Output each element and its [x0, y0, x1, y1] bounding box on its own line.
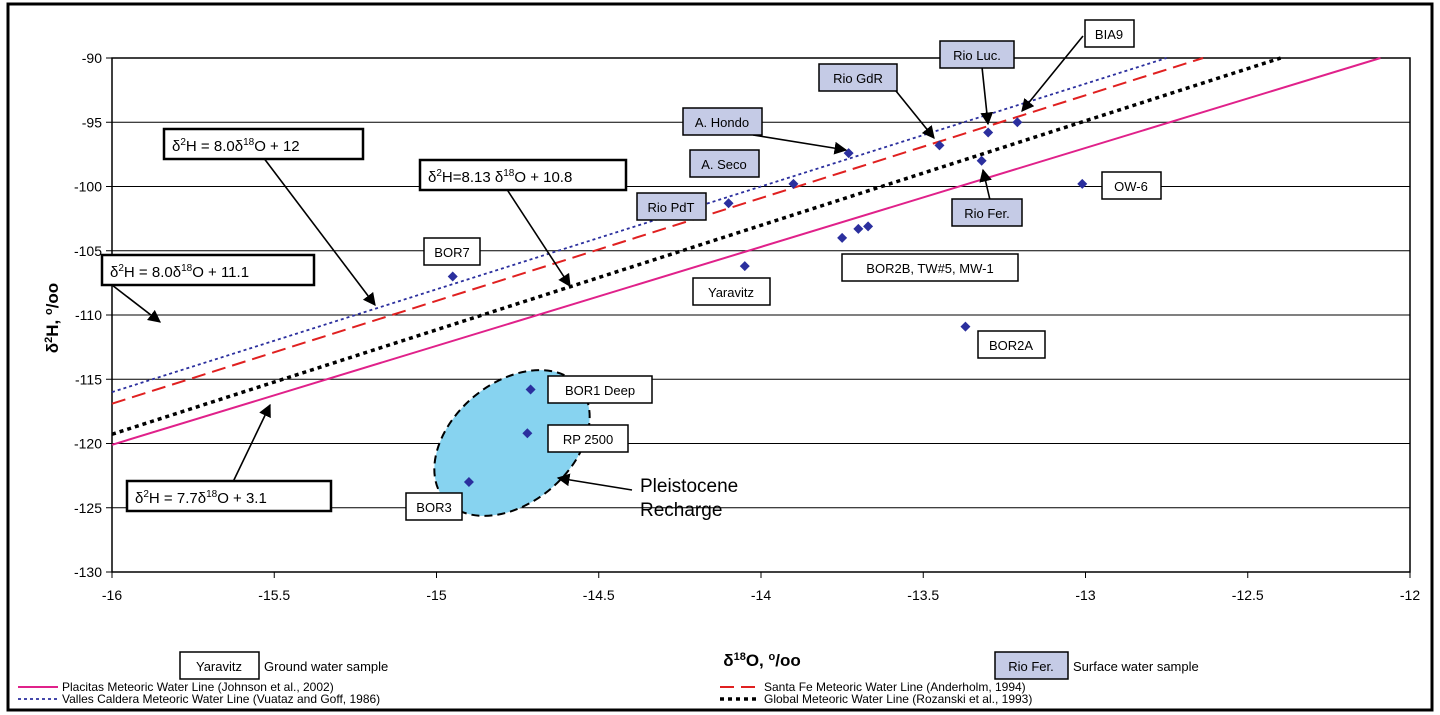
label-bor3: BOR3	[416, 500, 451, 515]
data-point	[463, 477, 474, 488]
arrow-bia9	[1021, 35, 1084, 112]
y-tick-label: -90	[82, 50, 102, 66]
equation-12: δ2H = 8.0δ18O + 12	[172, 137, 300, 155]
sample-key: Yaravitz Ground water sample Rio Fer. Su…	[179, 651, 1199, 680]
line-series-2	[111, 57, 1204, 405]
key-ground-box-label: Yaravitz	[196, 659, 242, 674]
data-point	[525, 384, 536, 395]
y-tick-label: -130	[74, 564, 102, 580]
surface-water-labels: A. Hondo A. Seco Rio PdT Rio GdR Rio Luc…	[636, 19, 1135, 227]
x-tick-label: -13	[1075, 587, 1095, 603]
x-tick-label: -13.5	[907, 587, 939, 603]
y-tick-label: -110	[75, 307, 102, 323]
data-point	[983, 127, 994, 138]
equation-108: δ2H=8.13 δ18O + 10.8	[428, 168, 572, 186]
equation-labels: δ2H = 8.0δ18O + 12 δ2H=8.13 δ18O + 10.8 …	[100, 127, 628, 513]
y-tick-label: -95	[82, 114, 102, 130]
label-bia9: BIA9	[1095, 27, 1123, 42]
label-bor7: BOR7	[434, 245, 469, 260]
y-tick-label: -100	[74, 179, 102, 195]
y-tick-label: -120	[74, 436, 102, 452]
x-tick-label: -16	[102, 587, 122, 603]
recharge-label-line1: Pleistocene	[640, 476, 738, 497]
data-points	[447, 117, 1088, 488]
x-tick-label: -14.5	[583, 587, 615, 603]
data-point	[934, 140, 945, 151]
x-tick-label: -14	[751, 587, 771, 603]
label-rio-gdr: Rio GdR	[833, 71, 883, 86]
x-axis-ticks: -16 -15.5 -15 -14.5 -14 -13.5 -13 -12.5 -12	[102, 572, 1420, 603]
legend-label: Santa Fe Meteoric Water Line (Anderholm,…	[764, 680, 1026, 694]
arrow-gdr	[895, 90, 935, 139]
arrow-eq108	[505, 187, 571, 288]
data-point	[788, 178, 799, 189]
label-rio-fer: Rio Fer.	[964, 206, 1010, 221]
data-point	[723, 198, 734, 209]
arrow-eq111	[111, 284, 162, 323]
legend: Placitas Meteoric Water Line (Johnson et…	[18, 680, 1032, 706]
data-point	[1077, 178, 1088, 189]
arrow-fer	[979, 168, 992, 201]
label-rp2500: RP 2500	[563, 432, 613, 447]
legend-label: Valles Caldera Meteoric Water Line (Vuat…	[62, 692, 380, 706]
line-series-0	[111, 57, 1381, 446]
x-tick-label: -12.5	[1232, 587, 1264, 603]
label-ow6: OW-6	[1114, 179, 1148, 194]
label-rio-luc: Rio Luc.	[953, 48, 1001, 63]
key-surface-text: Surface water sample	[1073, 659, 1199, 674]
data-point	[837, 232, 848, 243]
equation-31: δ2H = 7.7δ18O + 3.1	[135, 489, 267, 507]
equation-111: δ2H = 8.0δ18O + 11.1	[110, 263, 249, 281]
arrow-eq12	[262, 156, 376, 307]
arrow-luc	[980, 66, 994, 126]
data-point	[522, 428, 533, 439]
key-ground-text: Ground water sample	[264, 659, 388, 674]
label-a-seco: A. Seco	[701, 157, 747, 172]
y-tick-label: -125	[74, 500, 102, 516]
line-series-1	[111, 57, 1167, 393]
label-bor2a: BOR2A	[989, 338, 1033, 353]
key-surface-box-label: Rio Fer.	[1008, 659, 1054, 674]
data-point	[447, 271, 458, 282]
label-rio-pdt: Rio PdT	[648, 200, 695, 215]
data-point	[1012, 117, 1023, 128]
recharge-label-line2: Recharge	[640, 500, 722, 521]
arrow-recharge	[556, 473, 633, 491]
data-point	[863, 221, 874, 232]
legend-label: Placitas Meteoric Water Line (Johnson et…	[62, 680, 334, 694]
x-tick-label: -15	[426, 587, 446, 603]
data-point	[960, 321, 971, 332]
y-tick-label: -115	[75, 371, 102, 387]
data-point	[976, 155, 987, 166]
x-tick-label: -12	[1400, 587, 1420, 603]
label-yaravitz: Yaravitz	[708, 285, 754, 300]
y-axis-title: δ2H, o/oo	[43, 283, 62, 353]
data-point	[739, 261, 750, 272]
y-tick-label: -105	[74, 243, 102, 259]
arrow-hondo	[752, 134, 848, 155]
ground-water-labels: BOR7 Yaravitz BOR2B, TW#5, MW-1 BOR2A BO…	[405, 171, 1162, 521]
arrow-eq31	[231, 403, 271, 485]
label-bor2b: BOR2B, TW#5, MW-1	[866, 261, 993, 276]
legend-label: Global Meteoric Water Line (Rozanski et …	[764, 692, 1032, 706]
label-a-hondo: A. Hondo	[695, 115, 749, 130]
x-tick-label: -15.5	[258, 587, 290, 603]
data-point	[853, 223, 864, 234]
annotation-arrows	[111, 35, 1084, 491]
y-axis-ticks: -90 -95 -100 -105 -110 -115 -120 -125 -130	[74, 50, 112, 580]
label-bor1-deep: BOR1 Deep	[565, 383, 635, 398]
water-lines	[111, 56, 1381, 446]
